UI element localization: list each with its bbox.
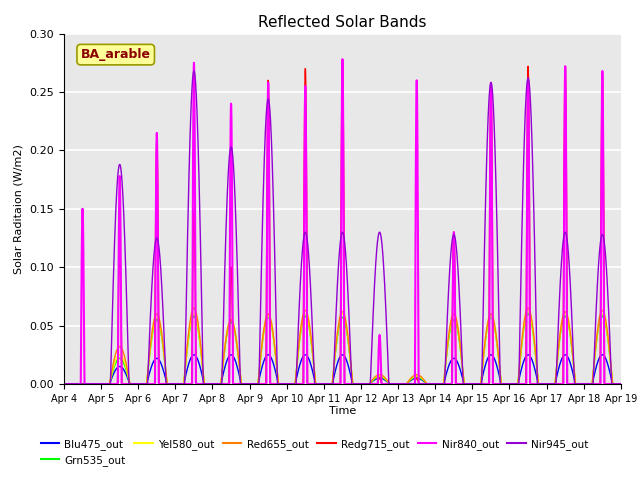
Blu475_out [616,381,624,387]
Nir945_out [616,381,624,387]
Yel580_out [60,381,68,387]
Nir945_out [60,381,68,387]
Red655_out [499,381,507,387]
Grn535_out [616,381,624,387]
Blu475_out [617,381,625,387]
Blu475_out [436,381,444,387]
Redg715_out [617,381,625,387]
Redg715_out [322,381,330,387]
Yel580_out [322,381,330,387]
Grn535_out [322,381,330,387]
Grn535_out [436,381,444,387]
Yel580_out [617,381,625,387]
Text: BA_arable: BA_arable [81,48,150,61]
Nir840_out [160,381,168,387]
Red655_out [60,381,68,387]
Red655_out [322,381,330,387]
Redg715_out [436,381,444,387]
Redg715_out [499,381,507,387]
Nir945_out [160,331,168,337]
Grn535_out [617,381,625,387]
Line: Nir945_out: Nir945_out [64,71,621,384]
Line: Redg715_out: Redg715_out [64,60,621,384]
Nir945_out [467,381,475,387]
Grn535_out [524,311,532,317]
Yel580_out [160,352,168,358]
Nir840_out [60,381,68,387]
Nir945_out [190,68,198,74]
Nir945_out [617,381,625,387]
Red655_out [436,381,444,387]
Nir945_out [322,381,330,387]
Blu475_out [467,381,475,387]
Red655_out [467,381,475,387]
Nir840_out [467,381,475,387]
Redg715_out [467,381,475,387]
Redg715_out [60,381,68,387]
Redg715_out [160,381,168,387]
Blu475_out [60,381,68,387]
Redg715_out [339,57,346,62]
Yel580_out [616,381,624,387]
Blu475_out [499,381,507,387]
Nir840_out [322,381,330,387]
Line: Grn535_out: Grn535_out [64,314,621,384]
Nir840_out [617,381,625,387]
X-axis label: Time: Time [329,407,356,417]
Nir840_out [339,57,346,62]
Blu475_out [160,370,168,375]
Yel580_out [499,381,506,387]
Nir840_out [499,381,507,387]
Blu475_out [190,352,198,358]
Line: Nir840_out: Nir840_out [64,60,621,384]
Nir945_out [499,381,507,387]
Nir840_out [616,381,624,387]
Nir840_out [436,381,444,387]
Red655_out [617,381,625,387]
Red655_out [190,305,198,311]
Grn535_out [499,381,506,387]
Line: Blu475_out: Blu475_out [64,355,621,384]
Y-axis label: Solar Raditaion (W/m2): Solar Raditaion (W/m2) [14,144,24,274]
Nir945_out [436,381,444,387]
Yel580_out [467,381,475,387]
Line: Yel580_out: Yel580_out [64,312,621,384]
Line: Red655_out: Red655_out [64,308,621,384]
Grn535_out [60,381,68,387]
Yel580_out [524,309,532,314]
Yel580_out [436,381,444,387]
Red655_out [616,381,624,387]
Grn535_out [160,353,168,359]
Grn535_out [467,381,475,387]
Blu475_out [322,381,330,387]
Redg715_out [616,381,624,387]
Red655_out [160,350,168,356]
Legend: Blu475_out, Grn535_out, Yel580_out, Red655_out, Redg715_out, Nir840_out, Nir945_: Blu475_out, Grn535_out, Yel580_out, Red6… [36,435,593,470]
Title: Reflected Solar Bands: Reflected Solar Bands [258,15,427,30]
